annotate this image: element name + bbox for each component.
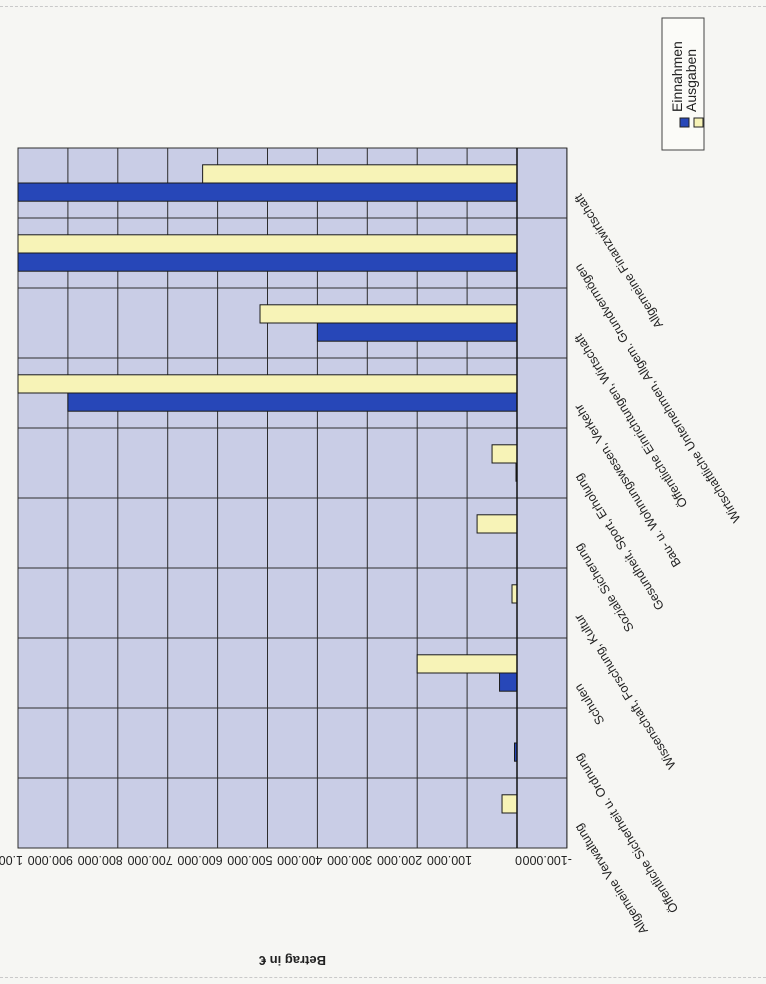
bar-ausgaben bbox=[202, 164, 518, 184]
value-tick-label: -100.000 bbox=[523, 853, 572, 867]
bars bbox=[17, 164, 518, 814]
bar-ausgaben bbox=[501, 794, 518, 814]
value-tick-label: 900.000 bbox=[28, 853, 73, 867]
legend-swatch-ausgaben bbox=[693, 117, 704, 128]
category-label: Schulen bbox=[572, 681, 608, 727]
legend-box bbox=[661, 17, 705, 151]
legend-label-einnahmen: Einnahmen bbox=[669, 41, 685, 112]
value-tick-label: 500.000 bbox=[227, 853, 272, 867]
value-tick-label: 600.000 bbox=[177, 853, 222, 867]
value-axis-title: Betrag in € bbox=[259, 953, 326, 968]
value-tick-label: 0 bbox=[515, 853, 522, 867]
legend-label-ausgaben: Ausgaben bbox=[683, 49, 699, 112]
value-tick-label: 100.000 bbox=[427, 853, 472, 867]
bar-ausgaben bbox=[416, 654, 518, 674]
category-label: Gesundheit, Sport, Erholung bbox=[572, 471, 667, 612]
value-tick-label: 300.000 bbox=[327, 853, 372, 867]
bar-einnahmen bbox=[17, 182, 518, 202]
bar-einnahmen bbox=[316, 322, 518, 342]
bar-ausgaben bbox=[17, 374, 518, 394]
bar-ausgaben bbox=[259, 304, 518, 324]
bar-ausgaben bbox=[476, 514, 518, 534]
legend-swatch-einnahmen bbox=[679, 117, 690, 128]
bar-ausgaben bbox=[491, 444, 518, 464]
value-tick-label: 1.000.000 bbox=[0, 853, 23, 867]
category-label: Allgemeine Finanzwirtschaft bbox=[571, 191, 666, 331]
value-tick-label: 400.000 bbox=[277, 853, 322, 867]
value-tick-label: 200.000 bbox=[377, 853, 422, 867]
category-label: Wirtschaftliche Unternehmen, Allgem. Gru… bbox=[572, 261, 744, 525]
page-edge-bottom bbox=[0, 977, 766, 984]
value-tick-label: 700.000 bbox=[127, 853, 172, 867]
bar-einnahmen bbox=[17, 252, 518, 272]
category-label: Allgemeine Verwaltung bbox=[572, 821, 651, 936]
bar-einnahmen bbox=[67, 392, 518, 412]
bar-einnahmen bbox=[499, 672, 518, 692]
value-tick-label: 800.000 bbox=[78, 853, 123, 867]
bar-ausgaben bbox=[17, 234, 518, 254]
page-edge-top bbox=[0, 0, 766, 7]
